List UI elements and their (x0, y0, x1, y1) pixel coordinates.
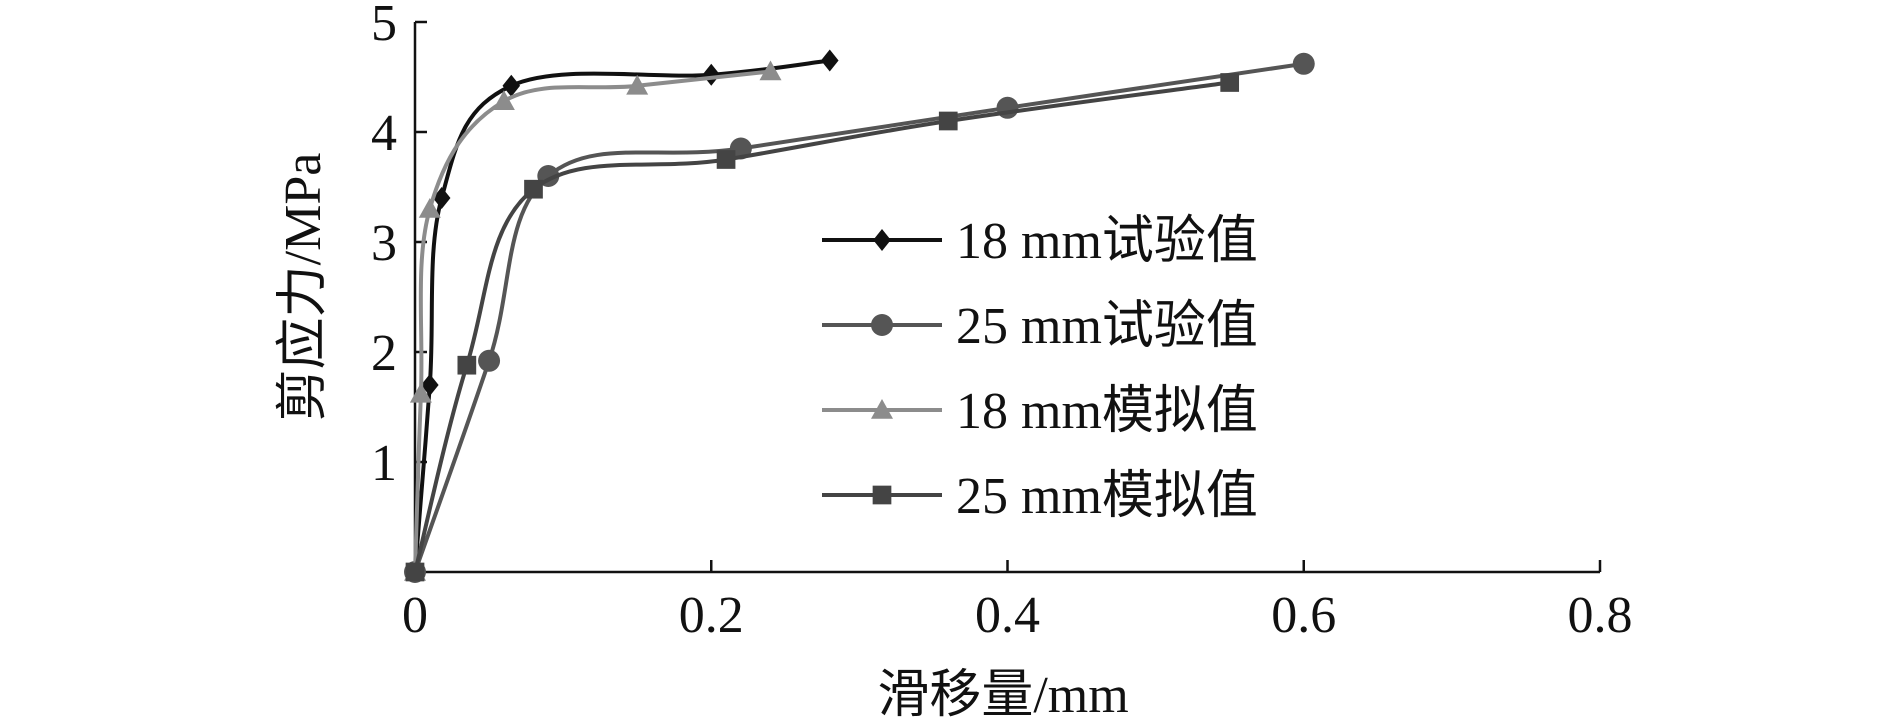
legend-marker (871, 314, 893, 336)
x-tick-label: 0.6 (1271, 587, 1336, 644)
legend: 18 mm试验值 25 mm试验值 18 mm模拟值 25 mm模拟值 (822, 213, 1258, 525)
data-point (418, 198, 441, 218)
data-point (1220, 73, 1240, 92)
legend-label: 25 mm试验值 (956, 298, 1258, 355)
legend-label: 18 mm模拟值 (956, 383, 1258, 440)
data-point (626, 74, 649, 95)
legend-label: 25 mm模拟值 (956, 468, 1258, 525)
legend-item: 18 mm模拟值 (822, 383, 1258, 440)
data-point (524, 179, 543, 199)
series-line (413, 80, 1230, 573)
data-point (502, 74, 521, 97)
x-tick-label: 0.8 (1568, 587, 1633, 644)
y-tick-label: 1 (371, 435, 397, 492)
series-layer (404, 49, 1315, 583)
data-point (409, 382, 432, 403)
series-line (413, 61, 1305, 573)
series-line (413, 69, 771, 573)
data-point (996, 96, 1019, 119)
legend-marker (871, 399, 893, 419)
data-point (478, 349, 501, 372)
legend-item: 18 mm试验值 (822, 213, 1258, 270)
data-point (1292, 52, 1315, 75)
legend-item: 25 mm试验值 (822, 298, 1258, 355)
series-4 (405, 73, 1240, 582)
data-point (421, 374, 439, 396)
y-tick-label: 2 (371, 325, 397, 382)
x-tick-label: 0.4 (975, 587, 1040, 644)
data-point (405, 562, 425, 582)
x-tick-label: 0 (402, 587, 428, 644)
data-point (938, 111, 958, 131)
data-point (702, 63, 721, 86)
legend-item: 25 mm模拟值 (822, 468, 1258, 525)
legend-label: 18 mm试验值 (956, 213, 1258, 270)
data-point (716, 150, 736, 169)
y-tick-label: 5 (371, 0, 397, 52)
y-tick-label: 3 (371, 215, 397, 272)
data-point (492, 90, 515, 110)
legend-marker (873, 229, 891, 251)
series-3 (404, 60, 782, 581)
data-point (820, 49, 839, 72)
y-axis-title: 剪应力/MPa (275, 153, 332, 422)
y-tick-label: 4 (371, 105, 397, 162)
x-tick-label: 0.2 (679, 587, 744, 644)
x-axis-title: 滑移量/mm (877, 667, 1128, 722)
data-point (457, 355, 477, 375)
legend-marker (872, 485, 892, 505)
data-point (759, 60, 782, 81)
data-point (432, 187, 451, 209)
axes: 0 0.2 0.4 0.6 0.8 1 2 3 4 5 (371, 0, 1633, 644)
